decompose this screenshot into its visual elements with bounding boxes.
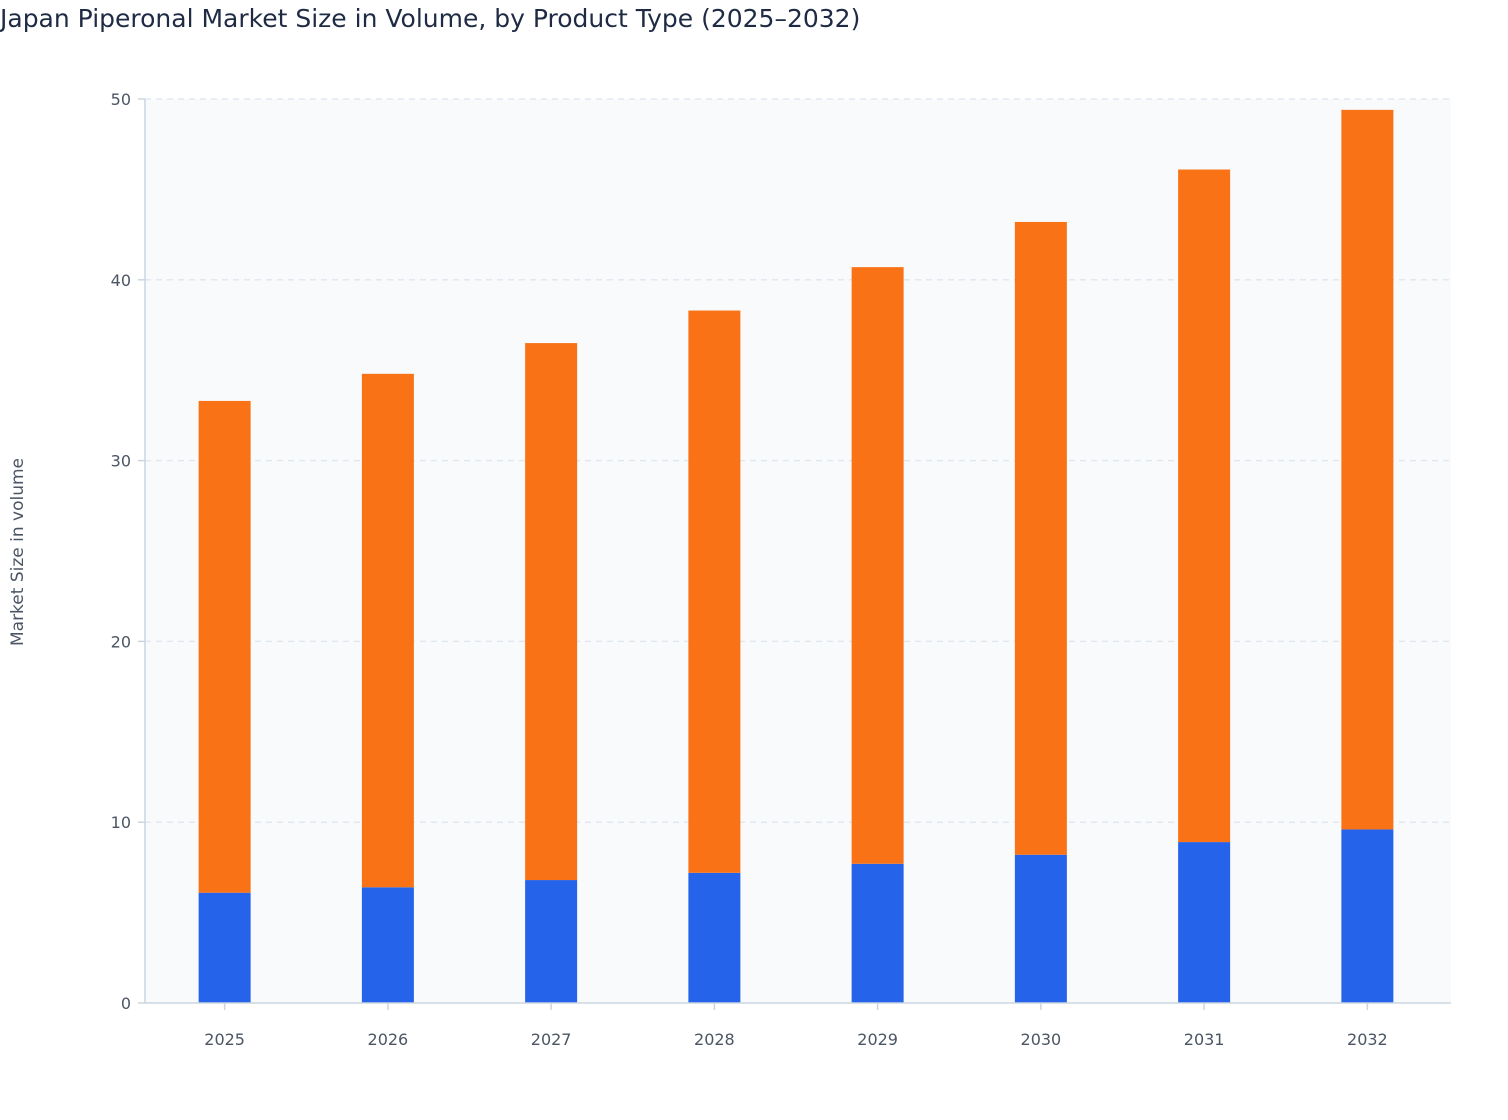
bar-segment-series-2-2032[interactable] bbox=[1341, 109, 1394, 830]
bar-segment-series-2-2031[interactable] bbox=[1178, 169, 1231, 843]
bar-segment-series-2-2027[interactable] bbox=[525, 343, 578, 881]
y-tick-label: 10 bbox=[111, 813, 131, 832]
bar-segment-series-2-2029[interactable] bbox=[851, 267, 904, 864]
y-tick-label: 30 bbox=[111, 452, 131, 471]
y-tick-label: 40 bbox=[111, 271, 131, 290]
bar-segment-series-1-2030[interactable] bbox=[1014, 854, 1067, 1003]
x-tick-label: 2028 bbox=[694, 1030, 735, 1049]
y-tick-label: 0 bbox=[121, 994, 131, 1013]
bar-segment-series-1-2026[interactable] bbox=[361, 887, 414, 1003]
x-tick-label: 2025 bbox=[204, 1030, 245, 1049]
x-ticks: 2025 2026 2027 2028 2029 2030 2031 2032 bbox=[204, 1003, 1388, 1049]
x-tick-label: 2027 bbox=[531, 1030, 572, 1049]
y-tick-label: 50 bbox=[111, 90, 131, 109]
chart-title: Japan Piperonal Market Size in Volume, b… bbox=[0, 4, 861, 33]
bar-segment-series-1-2031[interactable] bbox=[1178, 842, 1231, 1003]
bars bbox=[198, 109, 1394, 1003]
y-ticks: 0 10 20 30 40 50 bbox=[111, 90, 145, 1013]
bar-segment-series-2-2026[interactable] bbox=[361, 373, 414, 888]
bar-segment-series-2-2030[interactable] bbox=[1014, 221, 1067, 855]
bar-segment-series-2-2028[interactable] bbox=[688, 310, 741, 873]
x-tick-label: 2026 bbox=[368, 1030, 409, 1049]
x-tick-label: 2031 bbox=[1184, 1030, 1225, 1049]
gridlines bbox=[145, 98, 1451, 823]
y-tick-label: 20 bbox=[111, 632, 131, 651]
bar-segment-series-1-2032[interactable] bbox=[1341, 829, 1394, 1003]
bar-segment-series-1-2025[interactable] bbox=[198, 892, 251, 1003]
y-axis-label: Market Size in volume bbox=[8, 458, 28, 646]
bar-segment-series-1-2028[interactable] bbox=[688, 872, 741, 1003]
x-tick-label: 2032 bbox=[1347, 1030, 1388, 1049]
x-tick-label: 2030 bbox=[1021, 1030, 1062, 1049]
bar-segment-series-1-2029[interactable] bbox=[851, 863, 904, 1003]
plot-background bbox=[145, 99, 1451, 1003]
bar-segment-series-1-2027[interactable] bbox=[525, 880, 578, 1003]
bar-segment-series-2-2025[interactable] bbox=[198, 400, 251, 893]
x-tick-label: 2029 bbox=[857, 1030, 898, 1049]
